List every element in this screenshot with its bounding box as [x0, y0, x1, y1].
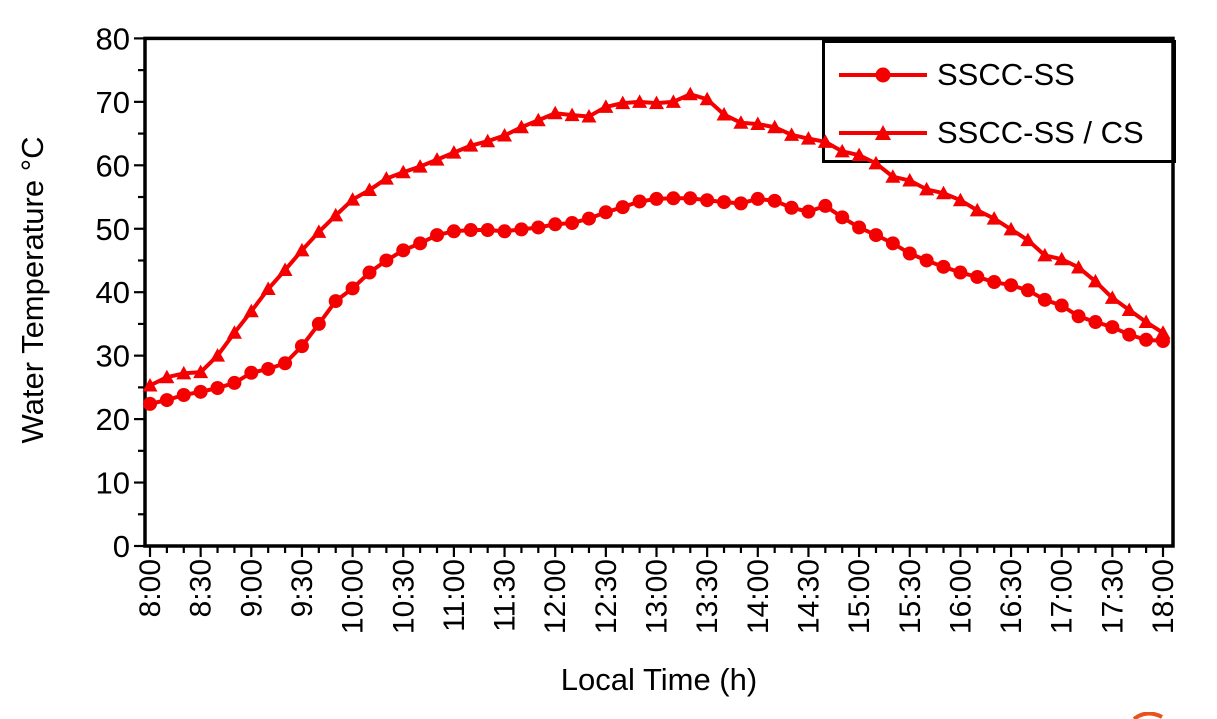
legend-label-sscc-ss: SSCC-SS — [937, 57, 1075, 92]
svg-text:16:00: 16:00 — [944, 559, 977, 634]
svg-text:17:30: 17:30 — [1096, 559, 1129, 634]
legend-label-sscc-ss-cs: SSCC-SS / CS — [937, 115, 1144, 150]
svg-text:0: 0 — [113, 529, 130, 564]
svg-text:11:30: 11:30 — [489, 559, 522, 632]
svg-text:80: 80 — [96, 21, 130, 56]
svg-text:70: 70 — [96, 85, 130, 120]
svg-text:17:00: 17:00 — [1046, 559, 1079, 634]
logo-swoosh-icon — [1133, 712, 1163, 719]
svg-text:15:00: 15:00 — [843, 559, 876, 634]
legend: SSCC-SS SSCC-SS / CS — [822, 40, 1176, 163]
y-axis-title: Water Temperature °C — [15, 136, 50, 444]
svg-text:13:00: 13:00 — [641, 559, 674, 634]
svg-text:14:00: 14:00 — [742, 559, 775, 634]
svg-text:10:30: 10:30 — [387, 559, 420, 634]
svg-text:50: 50 — [96, 212, 130, 247]
svg-text:12:30: 12:30 — [590, 559, 623, 634]
svg-text:16:30: 16:30 — [995, 559, 1028, 634]
svg-text:13:30: 13:30 — [691, 559, 724, 634]
svg-text:60: 60 — [96, 148, 130, 183]
svg-text:11:00: 11:00 — [438, 559, 471, 632]
svg-text:10: 10 — [96, 466, 130, 501]
legend-triangle-marker-icon — [839, 125, 927, 140]
legend-item-sscc-ss: SSCC-SS — [825, 49, 1173, 101]
svg-text:30: 30 — [96, 339, 130, 374]
svg-text:40: 40 — [96, 275, 130, 310]
svg-text:8:30: 8:30 — [185, 559, 218, 617]
svg-text:8:00: 8:00 — [134, 559, 167, 617]
svg-text:12:00: 12:00 — [539, 559, 572, 634]
svg-text:15:30: 15:30 — [894, 559, 927, 634]
legend-circle-marker-icon — [839, 67, 927, 83]
svg-text:20: 20 — [96, 402, 130, 437]
svg-text:9:30: 9:30 — [286, 559, 319, 617]
legend-item-sscc-ss-cs: SSCC-SS / CS — [825, 107, 1173, 159]
svg-text:14:30: 14:30 — [792, 559, 825, 634]
svg-text:10:00: 10:00 — [337, 559, 370, 634]
svg-text:9:00: 9:00 — [235, 559, 268, 617]
x-axis-title: Local Time (h) — [560, 662, 758, 697]
svg-text:18:00: 18:00 — [1147, 559, 1180, 634]
